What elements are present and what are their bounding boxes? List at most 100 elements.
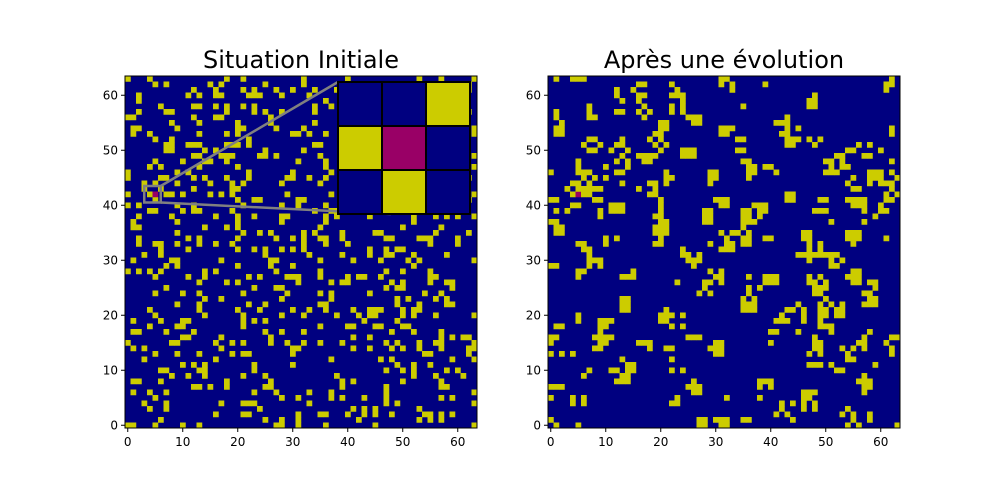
live-cell [713, 197, 719, 203]
live-cell [323, 219, 329, 225]
live-cell [411, 362, 417, 368]
live-cell [383, 384, 390, 390]
live-cell [246, 301, 252, 308]
live-cell [196, 290, 203, 297]
live-cell [262, 373, 269, 379]
live-cell [328, 191, 335, 198]
live-cell [729, 241, 736, 247]
live-cell [273, 422, 280, 429]
live-cell [279, 109, 285, 115]
live-cell [394, 318, 401, 324]
live-cell [389, 252, 395, 258]
live-cell [658, 219, 664, 225]
live-cell [191, 114, 197, 121]
live-cell [845, 197, 851, 203]
live-cell [768, 329, 774, 335]
live-cell [889, 334, 895, 341]
live-cell [724, 202, 730, 209]
live-cell [295, 422, 302, 429]
live-cell [619, 153, 626, 159]
live-cell [746, 175, 752, 181]
live-cell [389, 411, 395, 418]
live-cell [240, 373, 247, 379]
live-cell [575, 274, 582, 280]
live-cell [850, 345, 857, 352]
live-cell [136, 378, 142, 385]
live-cell [224, 384, 230, 390]
live-cell [383, 246, 390, 253]
live-cell [619, 356, 626, 363]
x-tick-label: 50 [395, 435, 410, 449]
live-cell [559, 120, 565, 126]
live-cell [812, 340, 818, 346]
live-cell [548, 169, 554, 176]
live-cell [867, 279, 873, 286]
live-cell [169, 120, 175, 126]
live-cell [279, 180, 285, 187]
live-cell [663, 125, 670, 132]
live-cell [636, 153, 642, 159]
live-cell [273, 389, 280, 396]
live-cell [718, 274, 725, 280]
live-cell [751, 219, 758, 225]
live-cell [812, 362, 818, 368]
live-cell [328, 356, 335, 363]
live-cell [581, 191, 587, 198]
live-cell [158, 164, 164, 170]
live-cell [889, 158, 895, 165]
live-cell [548, 334, 554, 341]
live-cell [784, 142, 791, 148]
live-cell [152, 422, 159, 429]
live-cell [619, 169, 626, 176]
live-cell [290, 246, 296, 253]
live-cell [652, 186, 659, 192]
live-cell [301, 81, 307, 88]
live-cell [251, 400, 258, 407]
live-cell [850, 175, 857, 181]
live-cell [141, 356, 148, 363]
live-cell [795, 125, 802, 132]
live-cell [240, 351, 247, 357]
panel-evolved: Après une évolution 00 10 10 20 20 30 30 40 40 50… [526, 46, 901, 449]
live-cell [603, 235, 609, 242]
live-cell [152, 180, 159, 187]
live-cell [751, 296, 758, 302]
live-cell [746, 274, 752, 280]
zoom-cell [337, 169, 383, 215]
live-cell [427, 417, 434, 423]
live-cell [575, 312, 582, 319]
live-cell [257, 406, 263, 412]
live-cell [466, 334, 472, 341]
x-tick-label: 30 [708, 435, 723, 449]
live-cell [202, 373, 208, 379]
live-cell [680, 147, 686, 154]
live-cell [125, 114, 131, 121]
zoom-cell [337, 81, 383, 127]
live-cell [367, 290, 373, 297]
live-cell [586, 114, 593, 121]
live-cell [894, 422, 901, 429]
live-cell [707, 213, 714, 220]
zoom-source-box [143, 184, 162, 204]
live-cell [619, 373, 626, 379]
live-cell [685, 114, 692, 121]
live-cell [740, 136, 747, 143]
live-cell [180, 318, 186, 324]
live-cell [817, 246, 824, 253]
live-cell [323, 164, 329, 170]
live-cell [130, 318, 137, 324]
live-cell [619, 378, 626, 385]
live-cell [707, 290, 714, 297]
live-cell [636, 98, 642, 104]
live-cell [746, 235, 752, 242]
live-cell [301, 246, 307, 253]
live-cell [548, 219, 554, 225]
live-cell [449, 334, 456, 341]
live-cell [268, 120, 274, 126]
live-cell [196, 142, 203, 148]
live-cell [213, 147, 219, 154]
live-cell [663, 312, 670, 319]
live-cell [603, 334, 609, 341]
live-cell [553, 230, 560, 236]
live-cell [471, 340, 478, 346]
